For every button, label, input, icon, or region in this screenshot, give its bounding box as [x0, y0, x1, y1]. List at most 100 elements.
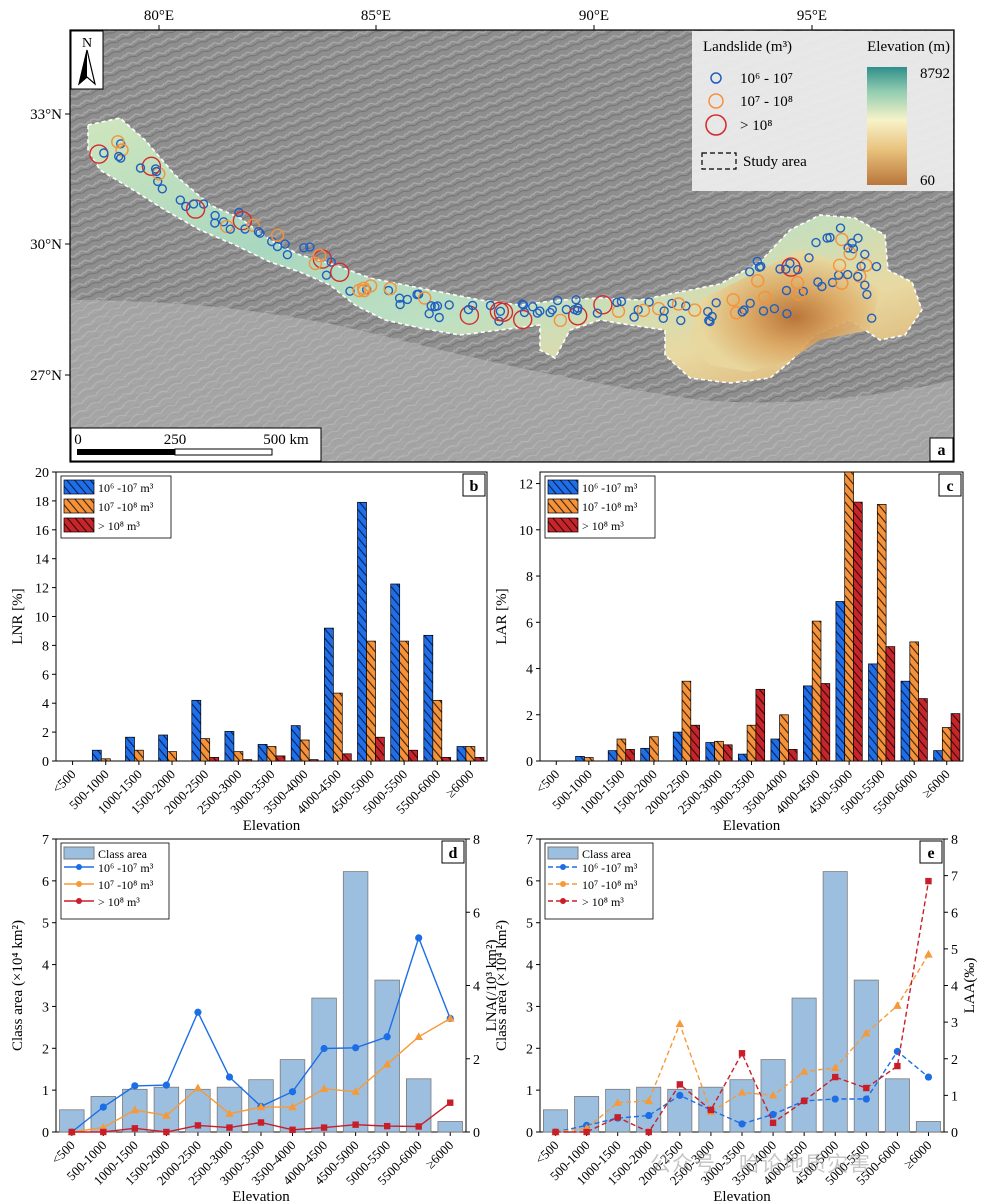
series-point [893, 1001, 902, 1009]
bar [390, 583, 401, 762]
y-axis-label: LNR [%] [10, 588, 26, 644]
bar [332, 692, 343, 762]
bar [607, 750, 618, 762]
series-point [613, 1098, 622, 1106]
bar [918, 698, 928, 762]
y-tick-label: 4 [526, 663, 533, 678]
legend-small-circle-icon [710, 72, 722, 84]
class-area-bar [437, 1121, 463, 1133]
legend-marker [76, 881, 82, 887]
series-point [351, 1087, 360, 1095]
series-point [162, 1111, 171, 1119]
landslide-point [99, 148, 109, 158]
landslide-point [495, 306, 506, 316]
landslide-point [848, 244, 859, 254]
landslide-point [843, 246, 857, 261]
y-tick-label: 3 [42, 1000, 49, 1015]
landslide-point [232, 210, 253, 231]
y-right-tick-label: 3 [951, 1016, 958, 1031]
landslide-point [705, 316, 715, 327]
series-point [925, 877, 932, 885]
landslide-point [711, 298, 721, 308]
lon-tick-80: 80°E [144, 8, 174, 24]
landslide-point [843, 269, 853, 280]
series-point [288, 1102, 297, 1111]
landslide-point [860, 280, 870, 290]
series-point [738, 1120, 746, 1128]
legend-label: 10⁷ -10⁸ m³ [582, 500, 638, 514]
bar [755, 688, 766, 762]
y-tick-label: 2 [526, 1042, 533, 1057]
landslide-point [113, 151, 124, 162]
landslide-point [853, 233, 863, 243]
series-point [130, 1105, 140, 1114]
landslide-point [434, 312, 444, 323]
series-point [644, 1096, 654, 1105]
series-point [225, 1073, 234, 1081]
class-area-bar [791, 997, 817, 1133]
lon-tick-95: 95°E [797, 8, 827, 24]
panel-letter-box [938, 473, 962, 497]
y-tick-label: 7 [526, 833, 533, 848]
bar [200, 738, 211, 762]
series-point [769, 1110, 777, 1119]
landslide-point [739, 305, 749, 315]
bar [788, 749, 798, 762]
landslide-point [636, 303, 651, 318]
y-tick-label: 4 [42, 697, 49, 712]
panel-a-letter: a [938, 442, 946, 459]
bar [770, 738, 781, 762]
legend-swatch [63, 479, 95, 495]
y-tick-label: 6 [526, 875, 533, 890]
y-right-tick-label: 6 [951, 906, 958, 921]
bar [640, 747, 650, 762]
series-point [862, 1028, 871, 1037]
x-tick-label: ≥6000 [443, 767, 477, 801]
y-axis-label: Class area (×10⁴ km²) [10, 920, 26, 1051]
class-area-bar [405, 1078, 432, 1133]
landslide-point [513, 309, 533, 330]
scale-bar: 0 250 500 km [70, 427, 322, 462]
landslide-point [593, 295, 613, 315]
y-tick-label: 0 [526, 1126, 533, 1141]
y-tick-label: 8 [526, 570, 533, 585]
y-tick-label: 5 [42, 917, 49, 932]
landslide-point [305, 242, 315, 252]
landslide-point [432, 301, 443, 311]
y-tick-label: 10 [35, 611, 49, 626]
landslide-point [246, 218, 260, 233]
landslide-point [681, 301, 691, 311]
series-point [415, 1123, 422, 1130]
bar [456, 746, 467, 762]
landslide-point [517, 299, 527, 309]
series-point [193, 1083, 203, 1092]
legend-label: > 10⁸ m³ [98, 895, 140, 909]
landslide-point [175, 195, 186, 205]
y-right-tick-label: 0 [951, 1126, 958, 1141]
x-axis-label: Elevation [723, 818, 781, 834]
landslide-point [188, 199, 199, 209]
series-point [552, 1128, 559, 1136]
landslide-point [141, 156, 162, 177]
legend-marker [560, 881, 566, 887]
landslide-point [313, 248, 327, 263]
landslide-point [827, 277, 838, 288]
panel-a-map: 80°E 85°E 90°E 95°E 33°N 30°N 27°N N Lan… [30, 8, 955, 463]
legend-study-area-icon [701, 152, 737, 170]
legend-label: > 10⁸ m³ [582, 895, 624, 909]
y-tick-label: 16 [35, 524, 49, 539]
landslide-point [611, 304, 626, 318]
bar [746, 724, 757, 762]
legend-swatch [547, 846, 579, 860]
landslide-point [151, 166, 162, 177]
landslide-point [444, 300, 454, 310]
legend-marker [76, 864, 82, 870]
series-point [289, 1126, 296, 1134]
landslide-point [402, 294, 413, 305]
legend-label: 10⁷ -10⁸ m³ [98, 500, 154, 514]
series-point [414, 1032, 423, 1040]
bar [714, 740, 724, 762]
series-point [799, 1067, 809, 1075]
class-area-bar [853, 979, 879, 1133]
